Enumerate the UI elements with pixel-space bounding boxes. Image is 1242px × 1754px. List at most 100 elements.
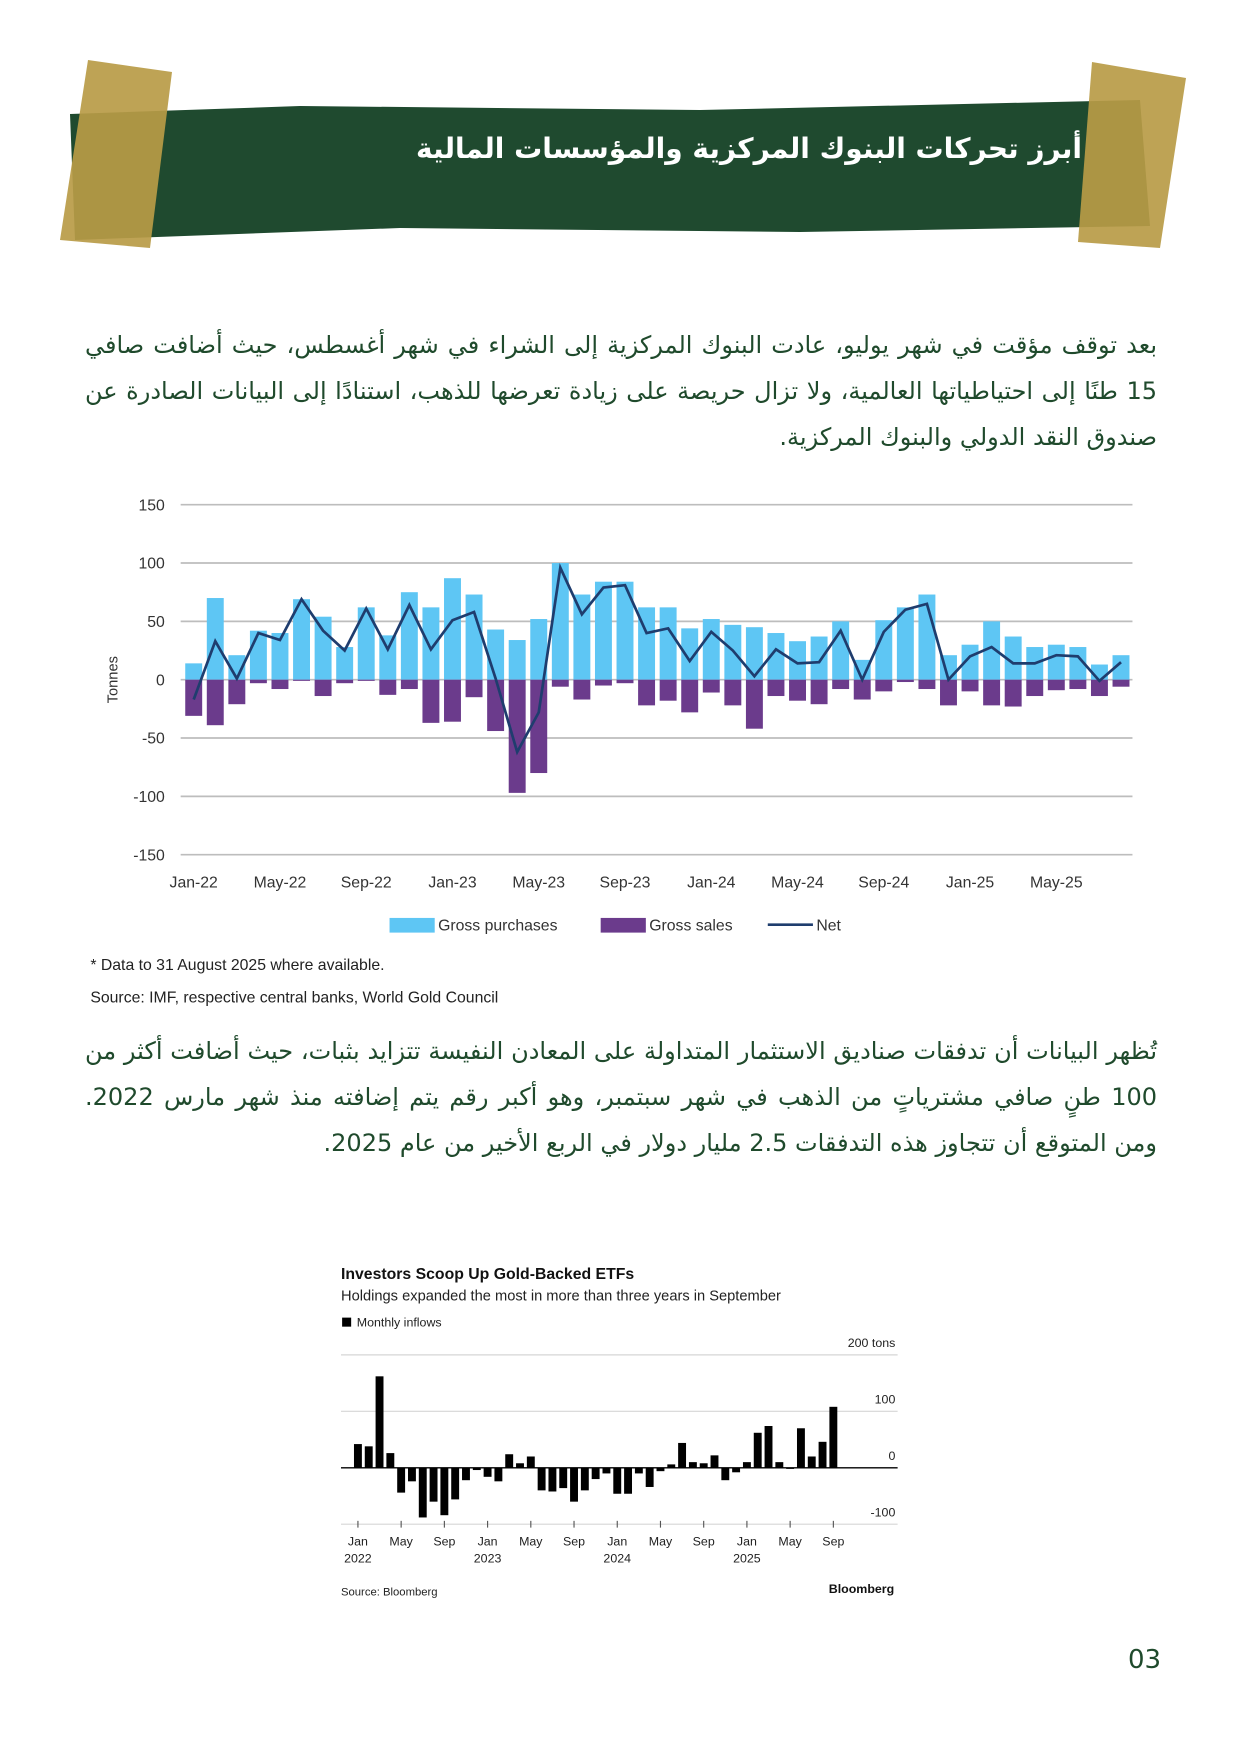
- page-number: 03: [1128, 1645, 1162, 1675]
- bar: [1004, 679, 1022, 707]
- x-tick-label: Sep-22: [341, 874, 392, 891]
- bar: [710, 1455, 719, 1468]
- bar: [293, 679, 310, 681]
- bar: [699, 1463, 708, 1468]
- bar: [789, 641, 806, 680]
- bar: [678, 1442, 687, 1468]
- x-year-label: 2024: [603, 1552, 631, 1566]
- bar: [1090, 679, 1108, 697]
- bar: [559, 1467, 568, 1489]
- bar: [465, 594, 483, 680]
- bar: [810, 679, 828, 705]
- bar: [408, 1467, 416, 1482]
- chart-brand: Bloomberg: [829, 1582, 894, 1596]
- y-tick-label: 100: [138, 556, 165, 573]
- x-tick-label: Jan-23: [428, 874, 477, 891]
- bar: [451, 1467, 460, 1500]
- bar: [185, 663, 203, 680]
- x-tick-label: May-23: [512, 874, 565, 891]
- x-tick-label: Jan: [348, 1535, 368, 1549]
- bar: [616, 581, 634, 680]
- legend-label: Monthly inflows: [357, 1316, 442, 1330]
- bar: [508, 679, 526, 793]
- banner-band: [70, 100, 1150, 240]
- x-tick-label: Sep-23: [600, 874, 651, 891]
- bar: [702, 619, 720, 680]
- x-tick-label: May: [389, 1535, 413, 1549]
- chart-source: Source: IMF, respective central banks, W…: [90, 990, 498, 1007]
- bar: [314, 616, 332, 680]
- bar: [505, 1454, 514, 1468]
- y-tick-label: 150: [138, 497, 165, 514]
- bar: [745, 679, 763, 729]
- bar: [508, 640, 526, 680]
- bar: [702, 679, 720, 693]
- bar: [1026, 679, 1044, 697]
- bar: [580, 1467, 589, 1491]
- x-tick-label: Sep: [693, 1535, 715, 1549]
- bar: [1047, 679, 1065, 691]
- bar: [767, 633, 785, 680]
- bar: [516, 1463, 524, 1468]
- chart-subtitle: Holdings expanded the most in more than …: [341, 1289, 781, 1305]
- bar: [465, 679, 483, 698]
- x-tick-label: Jan-25: [946, 874, 995, 891]
- bar: [616, 679, 634, 684]
- x-tick-label: Jan: [737, 1535, 757, 1549]
- bar: [767, 679, 785, 697]
- bar: [400, 679, 418, 690]
- bar: [379, 635, 397, 680]
- bar: [789, 679, 806, 701]
- x-tick-label: Sep: [433, 1535, 455, 1549]
- bar: [472, 1467, 481, 1471]
- bar: [249, 679, 267, 684]
- bar: [724, 679, 742, 706]
- legend-swatch: [342, 1317, 352, 1327]
- bar: [594, 581, 612, 680]
- bar: [364, 1446, 373, 1468]
- bar: [336, 647, 354, 680]
- x-tick-label: May-24: [771, 874, 824, 891]
- bar: [1004, 636, 1022, 680]
- tape-right: [1078, 62, 1186, 248]
- bar: [829, 1406, 838, 1468]
- chart-title: Investors Scoop Up Gold-Backed ETFs: [341, 1266, 634, 1283]
- bar: [353, 1444, 362, 1468]
- bar: [1112, 655, 1130, 680]
- tape-left: [60, 60, 172, 248]
- bar: [832, 679, 850, 690]
- bar: [875, 679, 893, 692]
- bar: [594, 679, 612, 686]
- bar: [983, 679, 1001, 706]
- bar: [228, 679, 246, 705]
- bar: [386, 1453, 395, 1468]
- bar: [440, 1467, 449, 1516]
- bar: [810, 636, 828, 680]
- bar: [548, 1467, 557, 1492]
- bar: [681, 628, 699, 680]
- bar: [918, 679, 936, 690]
- bar: [249, 630, 267, 680]
- bar: [961, 679, 979, 692]
- x-year-label: 2025: [733, 1552, 761, 1566]
- x-tick-label: Sep-24: [858, 874, 909, 891]
- chart-note: * Data to 31 August 2025 where available…: [90, 957, 384, 974]
- bar: [764, 1426, 773, 1468]
- bar: [807, 1456, 816, 1468]
- bar: [487, 679, 505, 732]
- bar: [591, 1467, 600, 1480]
- bar: [742, 1462, 751, 1468]
- bar: [379, 679, 397, 695]
- chart-source: Source: Bloomberg: [341, 1586, 438, 1598]
- bar: [1047, 644, 1065, 680]
- bar: [1112, 679, 1130, 687]
- x-tick-label: May: [649, 1535, 673, 1549]
- x-tick-label: Jan: [478, 1535, 498, 1549]
- y-tick-label: -50: [142, 731, 165, 748]
- legend-label: Gross sales: [649, 917, 732, 934]
- bar: [624, 1467, 633, 1494]
- bar: [429, 1467, 438, 1502]
- bar: [775, 1462, 784, 1468]
